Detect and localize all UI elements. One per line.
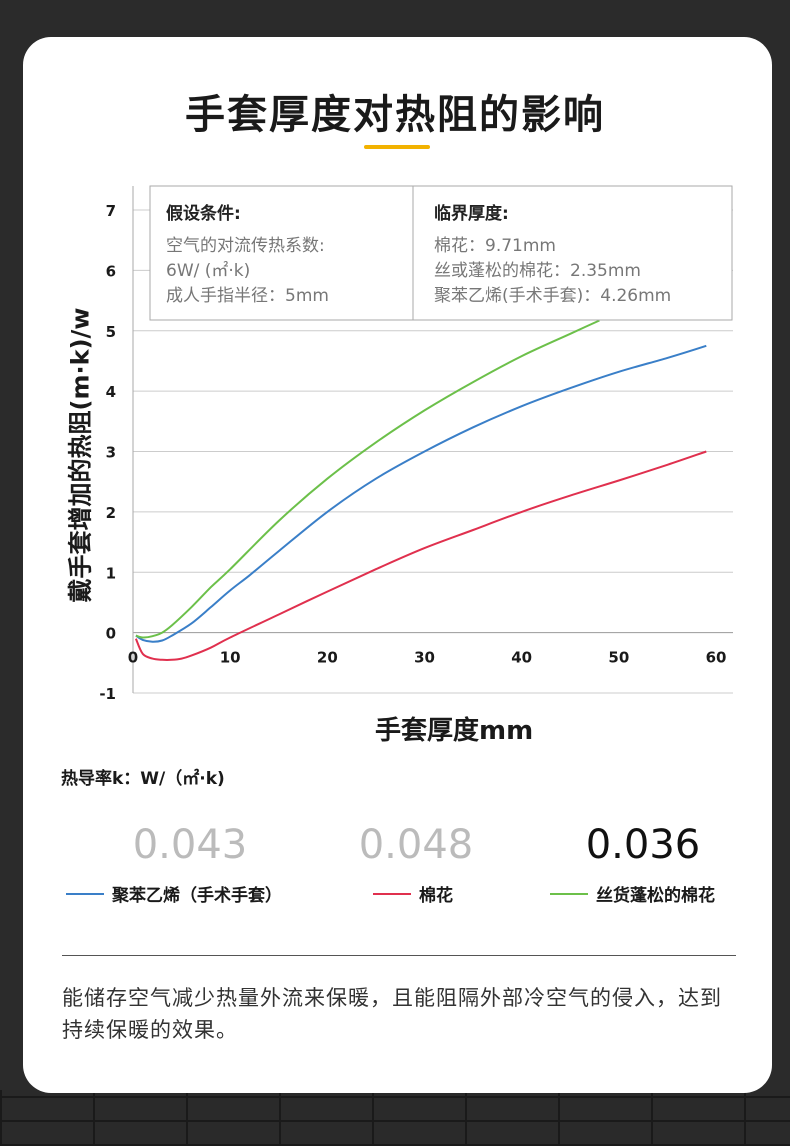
x-tick-label: 20 [317,649,338,667]
page-title: 手套厚度对热阻的影响 [185,92,605,138]
critical-heading: 临界厚度: [434,204,509,224]
y-tick-label: 1 [106,564,116,582]
y-tick-label: 4 [106,383,116,401]
critical-line: 丝或蓬松的棉花：2.35mm [434,261,641,281]
x-tick-label: 50 [608,649,629,667]
y-tick-label: -1 [99,685,116,703]
y-tick-label: 2 [106,504,116,522]
y-tick-label: 6 [106,262,116,280]
y-tick-label: 3 [106,444,116,462]
assumptions-heading: 假设条件: [166,204,241,224]
legend-swatch [550,892,588,895]
critical-line: 聚苯乙烯(手术手套)：4.26mm [434,286,672,306]
y-tick-label: 5 [106,323,116,341]
series-line [134,450,707,661]
legend-item: 丝货蓬松的棉花 [550,881,715,906]
legend-swatch [373,892,411,895]
legend-label: 棉花 [419,886,453,906]
assumption-line: 成人手指半径：5mm [166,286,329,306]
x-axis-label: 手套厚度mm [375,716,534,746]
x-tick-label: 40 [511,649,532,667]
series-line [135,344,707,643]
x-tick-label: 0 [128,649,138,667]
x-tick-label: 30 [414,649,435,667]
divider [62,955,736,956]
background-grid-strip [0,1090,790,1146]
series-line [135,319,600,639]
legend-item: 聚苯乙烯（手术手套） [66,881,282,906]
conductivity-value: 0.036 [585,822,701,868]
annotation-box [149,185,733,321]
legend-label: 丝货蓬松的棉花 [596,886,715,906]
legend-swatch [66,892,104,895]
conductivity-value: 0.048 [358,822,474,868]
assumption-line: 空气的对流传热系数: [166,236,325,256]
x-tick-label: 10 [220,649,241,667]
conductivity-caption: 热导率k：W/（㎡·k) [61,769,225,789]
conductivity-value: 0.043 [132,822,248,868]
legend-label: 聚苯乙烯（手术手套） [112,886,282,906]
assumption-line: 6W/ (㎡·k) [166,261,251,281]
footer-text: 能储存空气减少热量外流来保暖，且能阻隔外部冷空气的侵入，达到持续保暖的效果。 [62,986,722,1042]
title-underline [364,145,430,149]
x-tick-label: 60 [706,649,727,667]
legend-item: 棉花 [373,881,453,906]
y-tick-label: 0 [106,625,116,643]
critical-line: 棉花：9.71mm [434,236,556,256]
y-tick-label: 7 [106,202,116,220]
y-axis-label: 戴手套增加的热阻(m·k)/w [66,307,95,603]
